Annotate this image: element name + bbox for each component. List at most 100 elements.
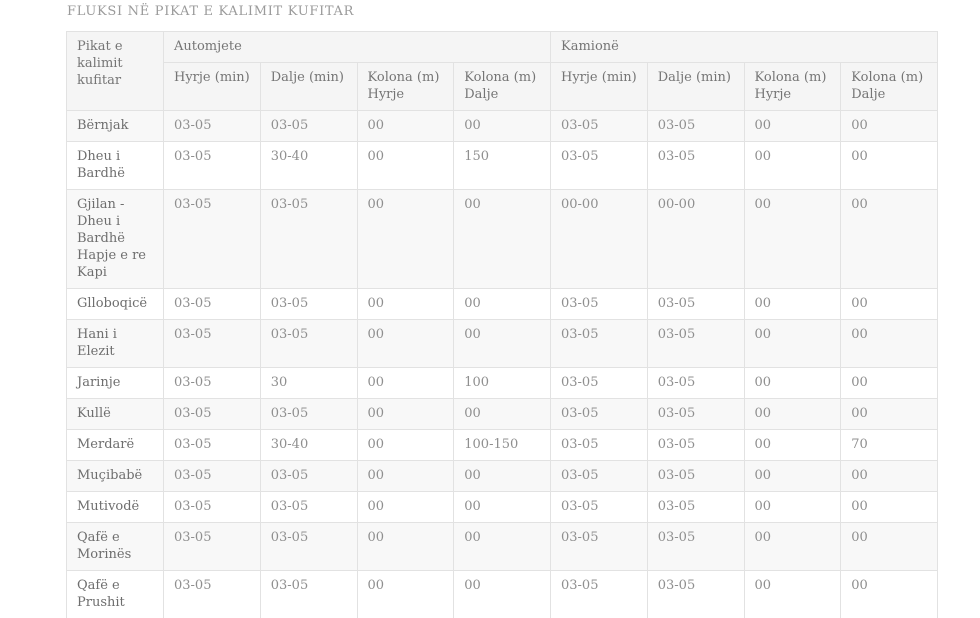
value-cell: 00 — [356, 570, 455, 618]
table-row: Dheu i Bardhë 03-05 30-40 00 150 03-05 03-05 00… — [66, 141, 938, 190]
value-cell: 00 — [743, 288, 842, 320]
value-cell: 00 — [356, 319, 455, 368]
crossing-point-name-text: Glloboqicë — [77, 296, 148, 311]
value-cell: 30 — [259, 367, 358, 399]
value-cell: 03-05 — [646, 522, 745, 571]
value-cell: 00 — [840, 288, 938, 320]
table-row: Bërnjak 03-05 03-05 00 00 03-05 03-05 00 00 — [66, 110, 938, 142]
sub-header-cell: Hyrje (min) — [550, 62, 648, 111]
value-cell: 00 — [743, 429, 842, 461]
sub-header-cell: Kolona (m) Hyrje — [743, 62, 842, 111]
crossing-point-name: Qafë e Morinës — [66, 522, 164, 571]
value-cell: 03-05 — [550, 429, 648, 461]
value-cell: 00 — [356, 460, 455, 492]
group-header-row: Pikat e kalimit kufitar Automjete Kamion… — [66, 31, 938, 111]
value-cell: 00 — [356, 189, 455, 289]
value-cell: 03-05 — [163, 491, 261, 523]
value-cell: 00 — [840, 570, 938, 618]
table-row: Mutivodë 03-05 03-05 00 00 03-05 03-05 00 00 — [66, 491, 938, 523]
crossing-point-name-text: Dheu i Bardhë — [77, 149, 125, 181]
table-row: Kullë 03-05 03-05 00 00 03-05 03-05 00 00 — [66, 398, 938, 430]
value-cell: 00 — [840, 522, 938, 571]
value-cell: 03-05 — [646, 367, 745, 399]
value-cell: 00 — [840, 398, 938, 430]
value-cell: 03-05 — [259, 319, 358, 368]
table-row: Muçibabë 03-05 03-05 00 00 03-05 03-05 00 00 — [66, 460, 938, 492]
value-cell: 00 — [743, 570, 842, 618]
value-cell: 00 — [840, 189, 938, 289]
crossing-point-name: Merdarë — [66, 429, 164, 461]
value-cell: 00-00 — [550, 189, 648, 289]
crossing-point-name: Glloboqicë — [66, 288, 164, 320]
value-cell: 03-05 — [259, 522, 358, 571]
crossing-point-name: Bërnjak — [66, 110, 164, 142]
value-cell: 00 — [453, 570, 551, 618]
crossing-point-name-text: Kullë — [77, 406, 111, 421]
group-header-kamione: Kamionë — [550, 31, 938, 63]
value-cell: 03-05 — [550, 141, 648, 190]
table-row: Glloboqicë 03-05 03-05 00 00 03-05 03-05 00 00 — [66, 288, 938, 320]
value-cell: 03-05 — [646, 141, 745, 190]
crossing-point-name-text: Gjilan - Dheu i Bardhë — [77, 197, 125, 246]
value-cell: 03-05 — [163, 429, 261, 461]
value-cell: 100-150 — [453, 429, 551, 461]
value-cell: 03-05 — [259, 491, 358, 523]
value-cell: 00 — [453, 189, 551, 289]
value-cell: 00 — [453, 491, 551, 523]
value-cell: 03-05 — [163, 288, 261, 320]
crossing-point-name: Gjilan - Dheu i Bardhë Hapje e re Kapi — [66, 189, 164, 289]
sub-header-cell: Hyrje (min) — [163, 62, 261, 111]
value-cell: 03-05 — [163, 570, 261, 618]
value-cell: 00 — [453, 398, 551, 430]
table-row: Gjilan - Dheu i Bardhë Hapje e re Kapi 03-… — [66, 189, 938, 289]
corner-header-pikat-e-kalimit: Pikat e kalimit kufitar — [66, 31, 164, 111]
value-cell: 00 — [453, 319, 551, 368]
value-cell: 03-05 — [550, 288, 648, 320]
value-cell: 00 — [743, 141, 842, 190]
value-cell: 03-05 — [550, 460, 648, 492]
page-title: FLUKSI NË PIKAT E KALIMIT KUFITAR — [67, 4, 355, 19]
crossing-point-name-text: Merdarë — [77, 437, 135, 452]
value-cell: 00 — [840, 491, 938, 523]
value-cell: 70 — [840, 429, 938, 461]
table-body: Bërnjak 03-05 03-05 00 00 03-05 03-05 00 00 Dheu … — [66, 110, 938, 618]
crossing-point-name-text: Hani i Elezit — [77, 327, 117, 359]
value-cell: 03-05 — [646, 319, 745, 368]
value-cell: 03-05 — [259, 460, 358, 492]
value-cell: 03-05 — [259, 570, 358, 618]
value-cell: 03-05 — [550, 522, 648, 571]
value-cell: 00 — [840, 460, 938, 492]
value-cell: 03-05 — [646, 429, 745, 461]
value-cell: 03-05 — [163, 189, 261, 289]
value-cell: 00 — [743, 398, 842, 430]
crossing-point-name-text: Mutivodë — [77, 499, 140, 514]
table-row: Qafë e Prushit 03-05 03-05 00 00 03-05 03-05 00… — [66, 570, 938, 618]
value-cell: 00 — [743, 367, 842, 399]
border-flow-widget: FLUKSI NË PIKAT E KALIMIT KUFITAR Pikat … — [66, 4, 938, 618]
value-cell: 00 — [743, 460, 842, 492]
value-cell: 03-05 — [646, 460, 745, 492]
sub-header-cell: Dalje (min) — [646, 62, 745, 111]
crossing-point-name: Qafë e Prushit — [66, 570, 164, 618]
table-row: Merdarë 03-05 30-40 00 100-150 03-05 03-05 00 70 — [66, 429, 938, 461]
value-cell: 03-05 — [259, 398, 358, 430]
value-cell: 00 — [356, 429, 455, 461]
value-cell: 00-00 — [646, 189, 745, 289]
value-cell: 00 — [453, 288, 551, 320]
value-cell: 03-05 — [646, 110, 745, 142]
crossing-point-name: Hani i Elezit — [66, 319, 164, 368]
value-cell: 03-05 — [163, 110, 261, 142]
value-cell: 03-05 — [646, 398, 745, 430]
crossing-point-name-text: Jarinje — [77, 375, 121, 390]
value-cell: 00 — [356, 141, 455, 190]
value-cell: 03-05 — [550, 398, 648, 430]
crossing-point-name-text: Muçibabë — [77, 468, 143, 483]
value-cell: 03-05 — [550, 491, 648, 523]
value-cell: 03-05 — [646, 288, 745, 320]
value-cell: 100 — [453, 367, 551, 399]
crossing-point-name: Dheu i Bardhë — [66, 141, 164, 190]
value-cell: 03-05 — [646, 491, 745, 523]
table-row: Jarinje 03-05 30 00 100 03-05 03-05 00 00 — [66, 367, 938, 399]
value-cell: 00 — [743, 110, 842, 142]
